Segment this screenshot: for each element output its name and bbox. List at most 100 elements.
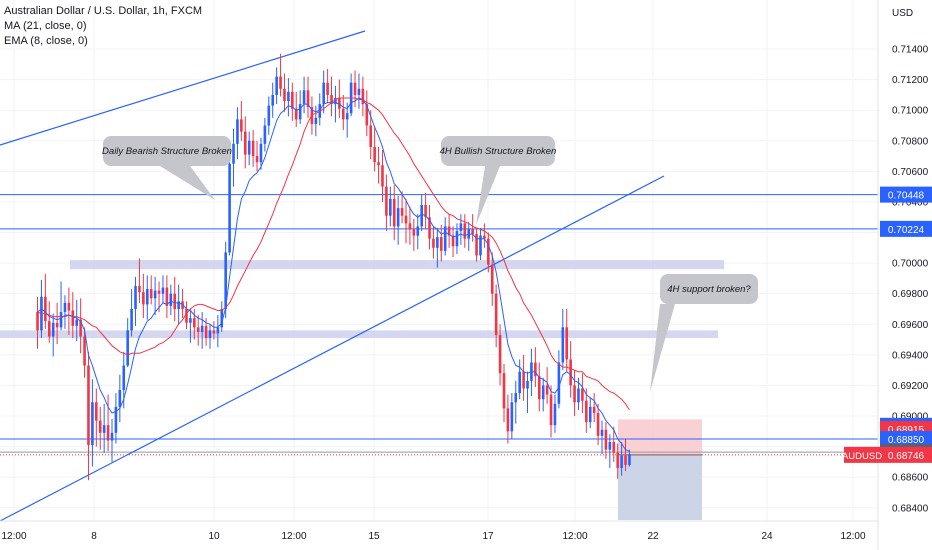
price-tick-label: 0.70600: [892, 167, 929, 178]
candle-body: [204, 325, 208, 339]
price-tick-label: 0.69400: [892, 350, 929, 361]
time-tick-label: 12:00: [840, 531, 865, 542]
candle-body: [392, 198, 396, 227]
candle-body: [145, 289, 149, 305]
ma-21-line: [37, 97, 630, 411]
candle-body: [439, 237, 443, 251]
candle-body: [196, 327, 200, 332]
candle-body: [369, 125, 373, 147]
candle-body: [479, 235, 482, 256]
candle-body: [75, 319, 79, 326]
chart-legend: Australian Dollar / U.S. Dollar, 1h, FXC…: [4, 4, 202, 49]
moving-averages: [37, 97, 630, 452]
price-label-text: 0.68915: [888, 425, 925, 436]
price-label: 0.68746: [880, 446, 932, 463]
candle-body: [236, 119, 239, 144]
candle-body: [428, 217, 431, 239]
candle-body: [400, 208, 404, 216]
candle-body: [240, 119, 243, 132]
candle-body: [553, 403, 557, 426]
candle-body: [577, 388, 580, 403]
candle-body: [220, 308, 224, 328]
candle-body: [126, 330, 129, 366]
time-tick-label: 22: [647, 531, 659, 542]
price-tick-label: 0.69600: [892, 320, 929, 331]
candle-body: [506, 408, 510, 432]
candle-body: [306, 90, 310, 108]
price-label-text: 0.70224: [888, 225, 925, 236]
candle-body: [549, 394, 553, 426]
candle-body: [353, 82, 357, 95]
time-axis[interactable]: 12:00 8 10 12:00 15 17 12:00 22 24 12:00: [0, 520, 878, 542]
horizontal-levels[interactable]: [0, 194, 878, 456]
currency-label: USD: [892, 8, 913, 19]
candle-body: [510, 402, 514, 432]
candle-body: [569, 359, 572, 386]
price-label: 0.68850: [880, 430, 932, 447]
candle-body: [36, 312, 39, 331]
price-label-box: [880, 220, 932, 237]
candle-body: [498, 334, 502, 374]
candle-body: [361, 88, 365, 105]
candle-body: [193, 318, 196, 328]
trendline-upper: [0, 30, 366, 146]
price-label-text: 0.68850: [888, 435, 925, 446]
candle-body: [322, 82, 325, 105]
candle-body: [189, 318, 192, 323]
candle-body: [357, 88, 361, 95]
candle-body: [487, 238, 490, 265]
price-label-box: [880, 446, 932, 463]
candle-body: [581, 388, 584, 401]
ma-indicator-label[interactable]: MA (21, close, 0): [4, 20, 87, 32]
time-tick-label: 15: [368, 531, 380, 542]
ema-indicator-label[interactable]: EMA (8, close, 0): [4, 35, 88, 47]
candle-body: [365, 104, 369, 126]
candle-body: [334, 97, 337, 105]
candle-body: [494, 293, 498, 335]
zone-0.700: [70, 260, 724, 270]
trendlines[interactable]: [0, 30, 665, 522]
candle-body: [600, 429, 604, 436]
candle-body: [102, 425, 106, 433]
candle-body: [412, 229, 416, 236]
candle-body: [420, 205, 423, 227]
price-tick-label: 0.69000: [892, 412, 929, 423]
candle-body: [314, 117, 318, 124]
candle-body: [463, 223, 467, 239]
candle-body: [514, 393, 518, 403]
support-resistance-zones[interactable]: [0, 260, 724, 339]
price-tick-label: 0.71000: [892, 106, 929, 117]
candle-body: [91, 402, 94, 446]
candle-body: [396, 208, 400, 227]
time-tick-label: 12:00: [1, 531, 26, 542]
callout-pointer: [160, 166, 215, 200]
candle-body: [149, 289, 153, 299]
price-label: 0.70448: [880, 186, 932, 203]
price-axis[interactable]: USD 0.71400 0.71200 0.71000 0.70800 0.70600 0.…: [877, 0, 929, 550]
candle-body: [267, 105, 271, 126]
candle-body: [181, 301, 184, 309]
candle-body: [287, 91, 290, 102]
callout-daily: Daily Bearish Structure Broken: [102, 136, 232, 200]
candle-body: [232, 143, 235, 164]
callout-bubble: [103, 136, 231, 166]
candle-body: [263, 125, 267, 144]
candle-body: [200, 325, 204, 332]
callout-bubble: [660, 274, 758, 304]
time-tick-label: 12:00: [281, 531, 306, 542]
candle-body: [451, 235, 455, 247]
ema-8-line: [37, 97, 630, 452]
candle-body: [345, 113, 349, 120]
candle-body: [557, 362, 561, 404]
candle-body: [596, 412, 600, 436]
symbol-label-text: AUDUSD: [842, 451, 882, 462]
candle-body: [224, 252, 227, 309]
callout-annotations[interactable]: Daily Bearish Structure Broken 4H Bullish…: [102, 136, 758, 392]
candle-body: [165, 287, 169, 306]
candle-body: [161, 287, 165, 294]
callout-4h-bull: 4H Bullish Structure Broken: [440, 136, 556, 225]
long-position-tool[interactable]: [618, 419, 702, 520]
price-label-box: [880, 430, 932, 447]
